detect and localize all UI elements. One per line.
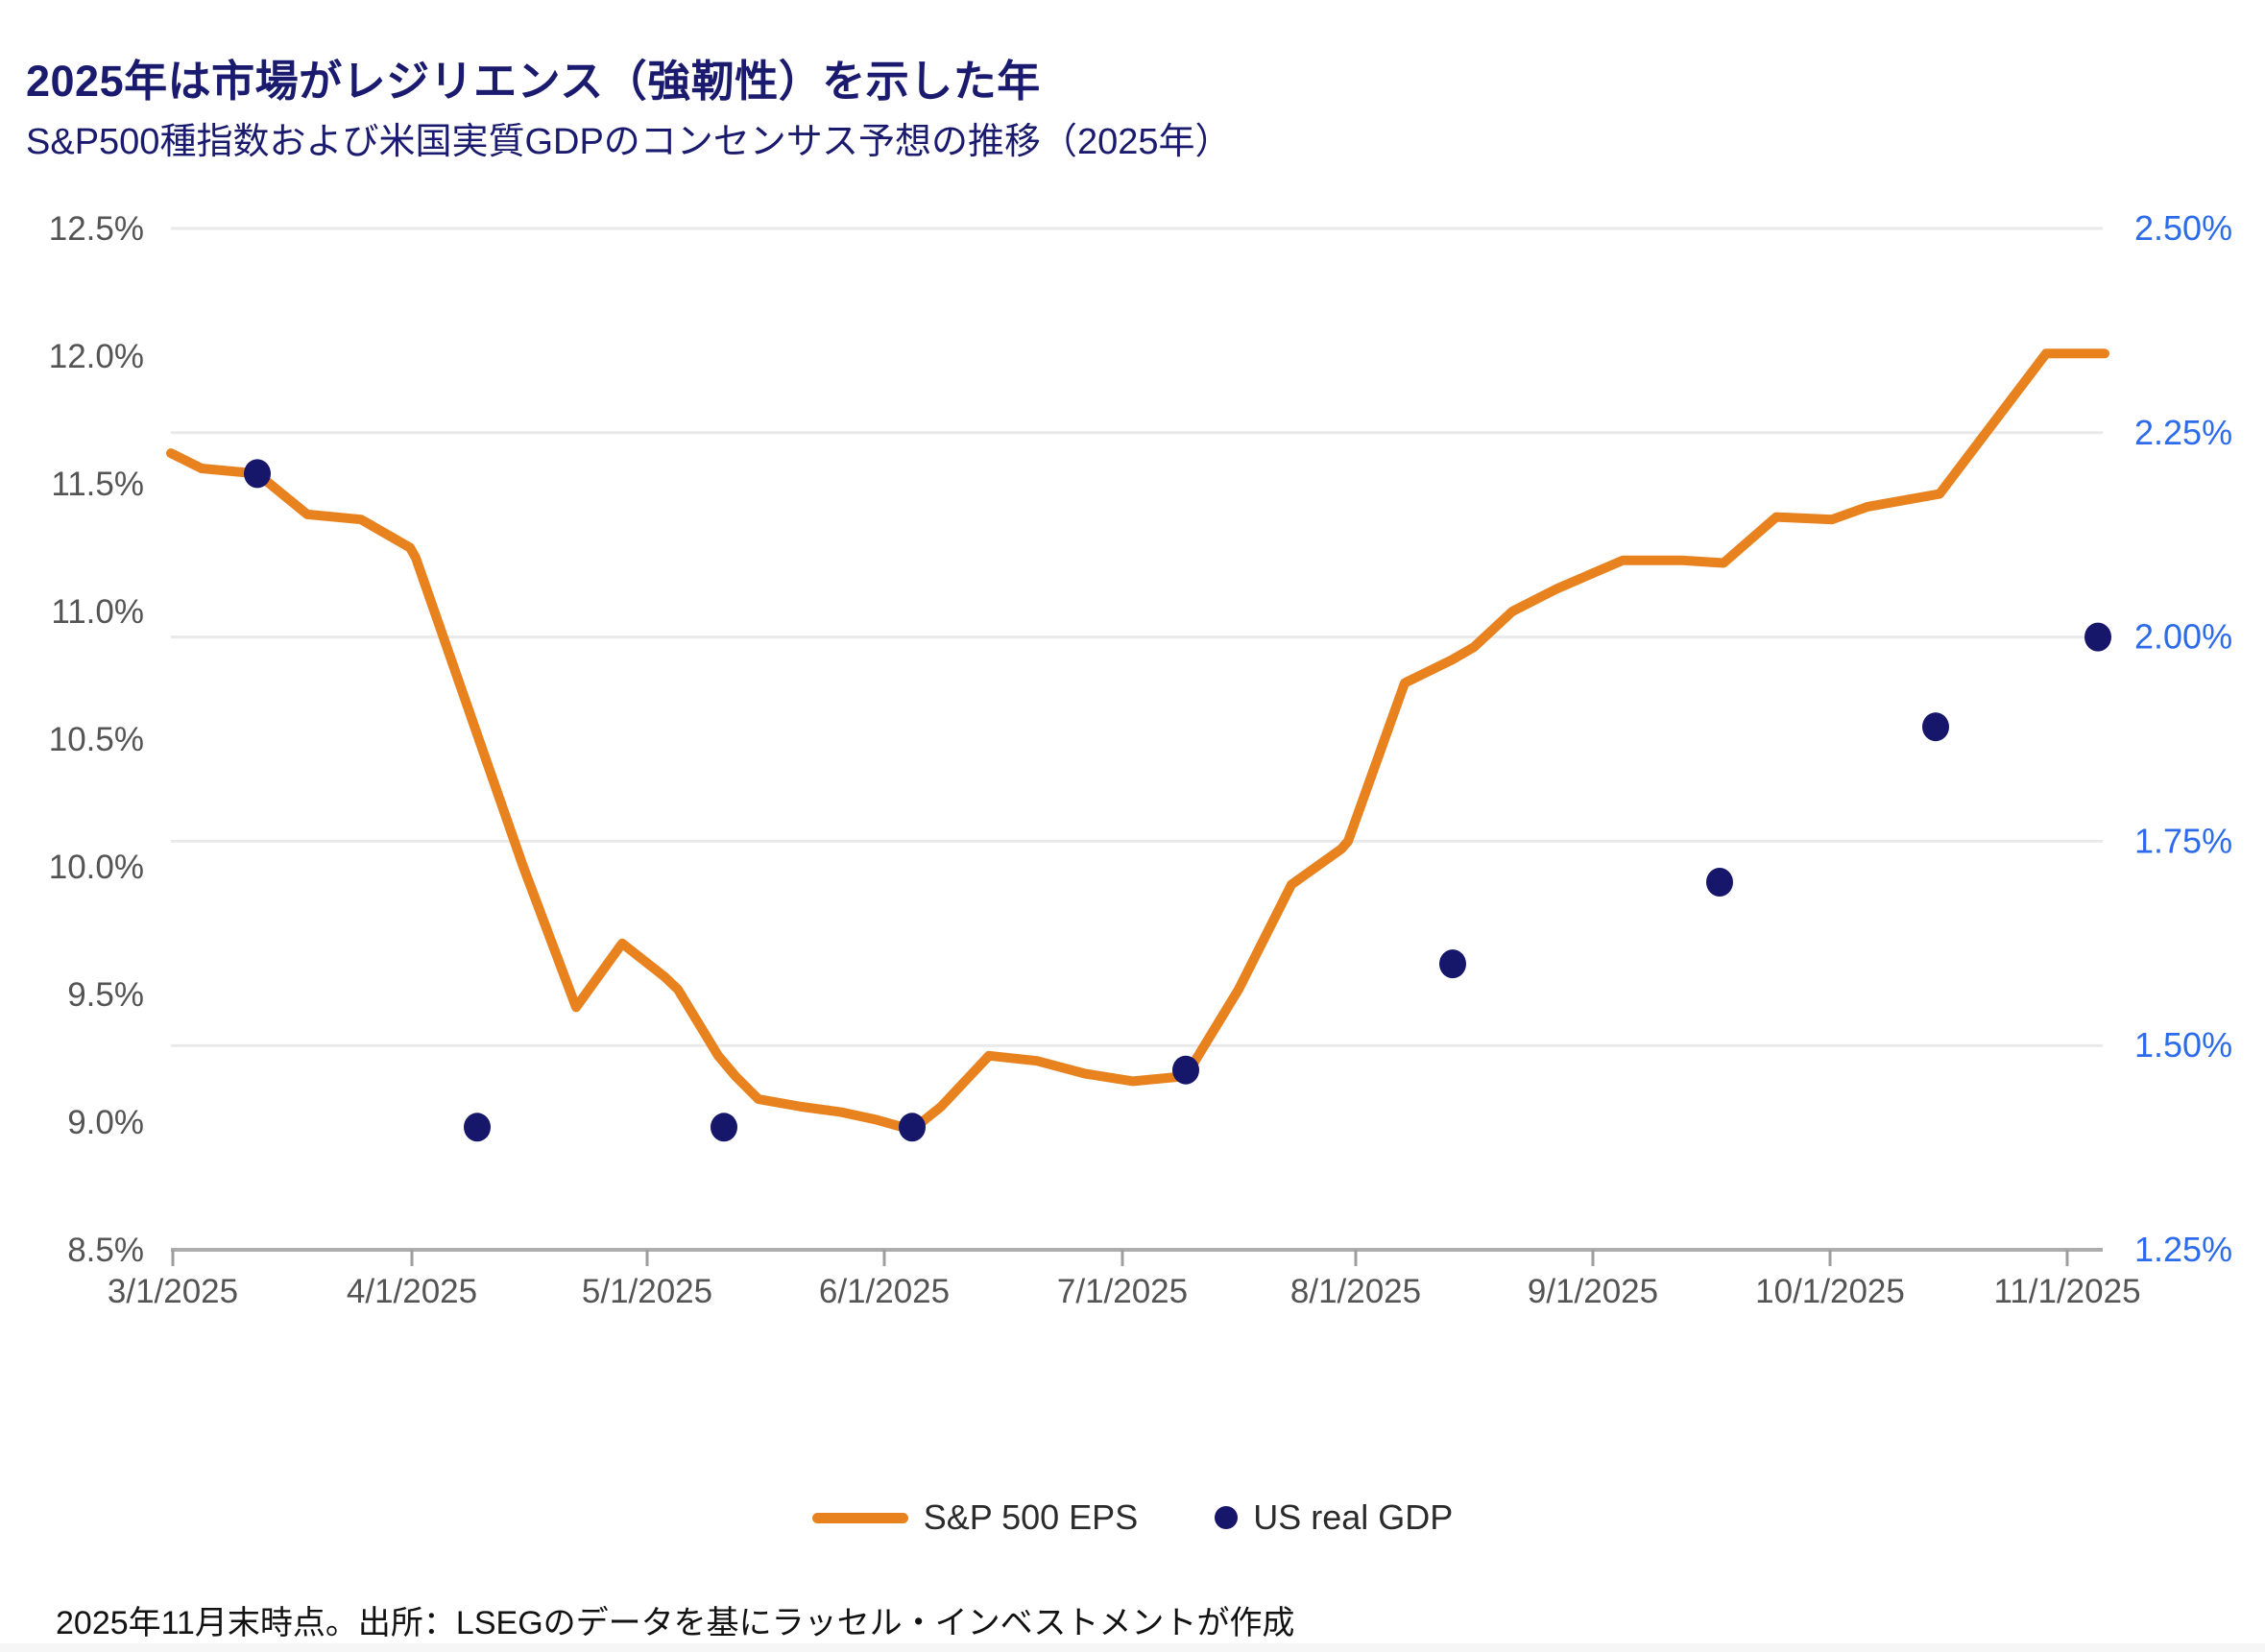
eps-line-swatch-icon [811,1512,908,1523]
x-tick-label: 10/1/2025 [1755,1273,1905,1310]
x-tick-label: 3/1/2025 [108,1273,238,1310]
x-tick-label: 7/1/2025 [1057,1273,1188,1310]
legend-item-eps: S&P 500 EPS [811,1497,1139,1538]
gdp-dot [1172,1055,1199,1085]
right-tick-label: 2.50% [2134,208,2232,248]
gdp-dot [244,459,271,489]
chart-legend: S&P 500 EPS US real GDP [0,1497,2265,1538]
gdp-dot [899,1113,926,1142]
legend-gdp-label: US real GDP [1253,1497,1454,1537]
right-tick-label: 1.75% [2134,821,2232,860]
x-tick-label: 9/1/2025 [1528,1273,1658,1310]
gdp-dot [1439,949,1466,979]
right-tick-label: 1.25% [2134,1230,2232,1269]
right-axis-labels: 2.50% 2.25% 2.00% 1.75% 1.50% 1.25% [2134,208,2232,1269]
x-tick-label: 6/1/2025 [819,1273,950,1310]
legend-eps-label: S&P 500 EPS [923,1497,1139,1537]
gdp-dot-series [244,459,2111,1142]
left-tick-label: 8.5% [67,1232,144,1269]
right-tick-label: 1.50% [2134,1025,2232,1065]
gdp-dot [711,1113,737,1142]
bottom-edge-strip [0,1643,2265,1652]
left-tick-label: 12.5% [49,210,144,248]
page-title: 2025年は市場がレジリエンス（強靭性）を示した年 [26,57,1041,106]
gridlines [171,227,2103,1252]
right-tick-label: 2.00% [2134,617,2232,657]
x-tick-label: 4/1/2025 [347,1273,477,1310]
gdp-dot [1706,868,1733,897]
gdp-dot-swatch-icon [1215,1506,1239,1529]
left-tick-label: 12.0% [49,338,144,375]
left-tick-label: 9.0% [67,1104,144,1141]
x-tick-label: 11/1/2025 [1993,1273,2140,1310]
legend-item-gdp: US real GDP [1215,1497,1453,1538]
left-tick-label: 11.0% [51,593,144,631]
left-tick-label: 10.5% [49,721,144,758]
gdp-dot [2084,622,2111,652]
x-tick-label: 5/1/2025 [582,1273,712,1310]
eps-line-series [166,348,2109,1135]
left-tick-label: 10.0% [49,849,144,886]
left-tick-label: 11.5% [51,466,144,503]
gdp-dot [464,1113,491,1142]
source-footnote: 2025年11月末時点。出所：LSEGのデータを基にラッセル・インベストメントが… [56,1605,1295,1641]
x-tick-label: 8/1/2025 [1290,1273,1421,1310]
left-tick-label: 9.5% [67,976,144,1014]
gdp-dot [1922,712,1949,742]
left-axis-labels: 12.5% 12.0% 11.5% 11.0% 10.5% 10.0% 9.5% 9.0% 8.… [49,210,144,1269]
right-tick-label: 2.25% [2134,413,2232,452]
x-axis: 3/1/2025 4/1/2025 5/1/2025 6/1/2025 7/1/2025… [108,1250,2141,1310]
page-subtitle: S&P500種指数および米国実質GDPのコンセンサス予想の推移（2025年） [26,122,1232,162]
